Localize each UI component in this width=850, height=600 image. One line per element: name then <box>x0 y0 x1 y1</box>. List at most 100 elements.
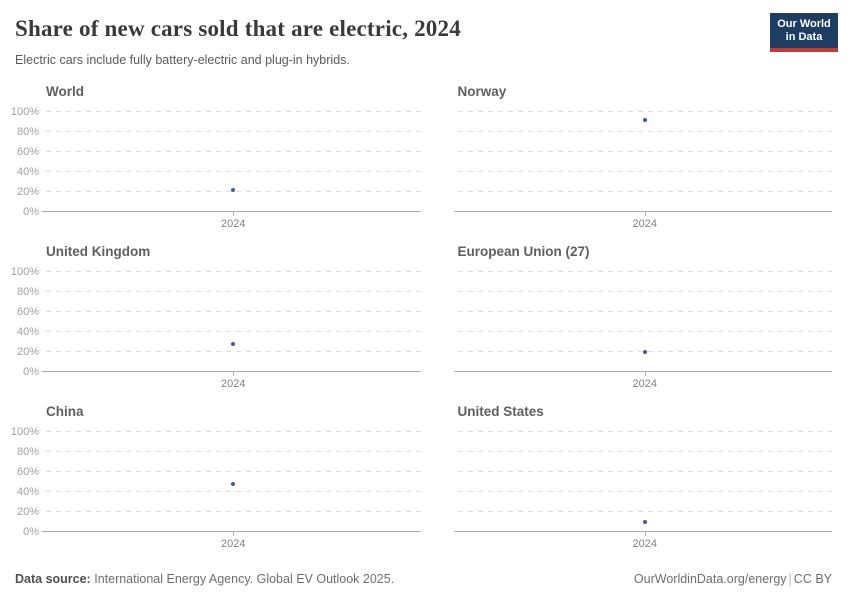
gridline <box>46 351 421 352</box>
plot-european-union: 2024 <box>453 271 832 390</box>
x-axis-tick-label: 2024 <box>632 218 657 230</box>
gridline <box>457 491 832 492</box>
gridline <box>46 131 421 132</box>
plot-world: 0% 20% 40% 60% 80% 100% 2024 <box>11 106 421 230</box>
y-axis-tick-label: 60% <box>16 306 39 318</box>
y-axis-tick-label: 80% <box>16 126 39 138</box>
gridline <box>46 111 421 112</box>
gridline <box>46 511 421 512</box>
x-axis-line <box>42 371 421 372</box>
gridline <box>457 511 832 512</box>
gridline <box>457 151 832 152</box>
panel-china: China 0% 20% 40% 60% 80% 100% 2024 <box>11 404 421 564</box>
gridline <box>46 271 421 272</box>
gridline <box>457 111 832 112</box>
plot-china: 0% 20% 40% 60% 80% 100% 2024 <box>11 426 421 550</box>
x-axis-tick <box>233 212 235 216</box>
y-axis-tick-label: 60% <box>16 146 39 158</box>
gridline <box>46 331 421 332</box>
x-axis-line <box>453 371 832 372</box>
data-point[interactable] <box>642 520 647 524</box>
owid-logo-line1: Our World <box>777 18 831 30</box>
gridline <box>457 271 832 272</box>
gridline <box>457 331 832 332</box>
x-axis-tick-label: 2024 <box>221 378 246 390</box>
x-axis-line <box>453 531 832 532</box>
y-axis-tick-label: 80% <box>16 286 39 298</box>
panels-grid: World 0% 20% 40% 60% 80% 100% 2024 Norway 2024… <box>0 68 850 564</box>
gridline <box>46 431 421 432</box>
panel-title-european-union: European Union (27) <box>457 244 590 259</box>
y-axis-tick-label: 60% <box>16 466 39 478</box>
x-axis-line <box>42 531 421 532</box>
y-axis-tick-label: 20% <box>16 506 39 518</box>
x-axis-tick <box>233 532 235 536</box>
gridline <box>46 151 421 152</box>
license-label[interactable]: CC BY <box>793 572 832 586</box>
gridline <box>457 451 832 452</box>
y-axis-tick-label: 100% <box>10 266 39 278</box>
x-axis-tick-label: 2024 <box>632 538 657 550</box>
x-axis-tick <box>644 212 646 216</box>
panel-european-union: European Union (27) 2024 <box>427 244 832 404</box>
gridline <box>457 171 832 172</box>
gridline <box>46 171 421 172</box>
gridline <box>46 491 421 492</box>
data-point[interactable] <box>231 482 236 486</box>
y-axis-tick-label: 20% <box>16 186 39 198</box>
owid-logo-line2: in Data <box>785 31 823 43</box>
panel-title-norway: Norway <box>457 84 507 99</box>
data-source: Data source: International Energy Agency… <box>15 572 394 586</box>
gridline <box>46 311 421 312</box>
owid-url[interactable]: OurWorldinData.org/energy <box>633 572 787 586</box>
x-axis-tick-label: 2024 <box>221 538 246 550</box>
plot-united-states: 2024 <box>453 431 832 550</box>
y-axis-tick-label: 100% <box>10 426 39 438</box>
credits: OurWorldinData.org/energy | CC BY <box>634 572 832 586</box>
data-point[interactable] <box>642 350 647 354</box>
panel-norway: Norway 2024 <box>427 84 832 244</box>
panel-title-united-states: United States <box>457 404 544 419</box>
chart-header: Share of new cars sold that are electric… <box>0 0 850 68</box>
panel-title-china: China <box>46 404 84 419</box>
x-axis-tick <box>233 372 235 376</box>
panel-united-states: United States 2024 <box>427 404 832 564</box>
panel-title-world: World <box>46 84 84 99</box>
gridline <box>457 131 832 132</box>
gridline <box>457 191 832 192</box>
plot-united-kingdom: 0% 20% 40% 60% 80% 100% 2024 <box>11 266 421 390</box>
credits-separator: | <box>788 572 792 586</box>
y-axis-tick-label: 0% <box>23 366 39 378</box>
y-axis-tick-label: 40% <box>16 166 39 178</box>
x-axis-tick-label: 2024 <box>221 218 246 230</box>
x-axis-tick <box>644 532 646 536</box>
data-point[interactable] <box>642 118 647 122</box>
data-point[interactable] <box>231 188 236 192</box>
y-axis-tick-label: 80% <box>16 446 39 458</box>
owid-logo: Our World in Data <box>770 13 838 52</box>
y-axis-tick-label: 20% <box>16 346 39 358</box>
data-source-text: International Energy Agency. Global EV O… <box>94 572 395 586</box>
gridline <box>457 291 832 292</box>
x-axis-tick-label: 2024 <box>632 378 657 390</box>
y-axis-tick-label: 0% <box>23 526 39 538</box>
gridline <box>46 471 421 472</box>
y-axis-tick-label: 40% <box>16 326 39 338</box>
chart-subtitle: Electric cars include fully battery-elec… <box>15 53 350 67</box>
x-axis-line <box>453 211 832 212</box>
data-source-label: Data source: <box>15 572 91 586</box>
chart-footer: Data source: International Energy Agency… <box>15 572 832 586</box>
panel-world: World 0% 20% 40% 60% 80% 100% 2024 <box>11 84 421 244</box>
data-point[interactable] <box>231 342 236 346</box>
plot-norway: 2024 <box>453 111 832 230</box>
y-axis-tick-label: 40% <box>16 486 39 498</box>
y-axis-tick-label: 100% <box>10 106 39 118</box>
gridline <box>46 451 421 452</box>
gridline <box>457 431 832 432</box>
panel-united-kingdom: United Kingdom 0% 20% 40% 60% 80% 100% 2024 <box>11 244 421 404</box>
x-axis-line <box>42 211 421 212</box>
x-axis-tick <box>644 372 646 376</box>
y-axis-tick-label: 0% <box>23 206 39 218</box>
gridline <box>457 471 832 472</box>
